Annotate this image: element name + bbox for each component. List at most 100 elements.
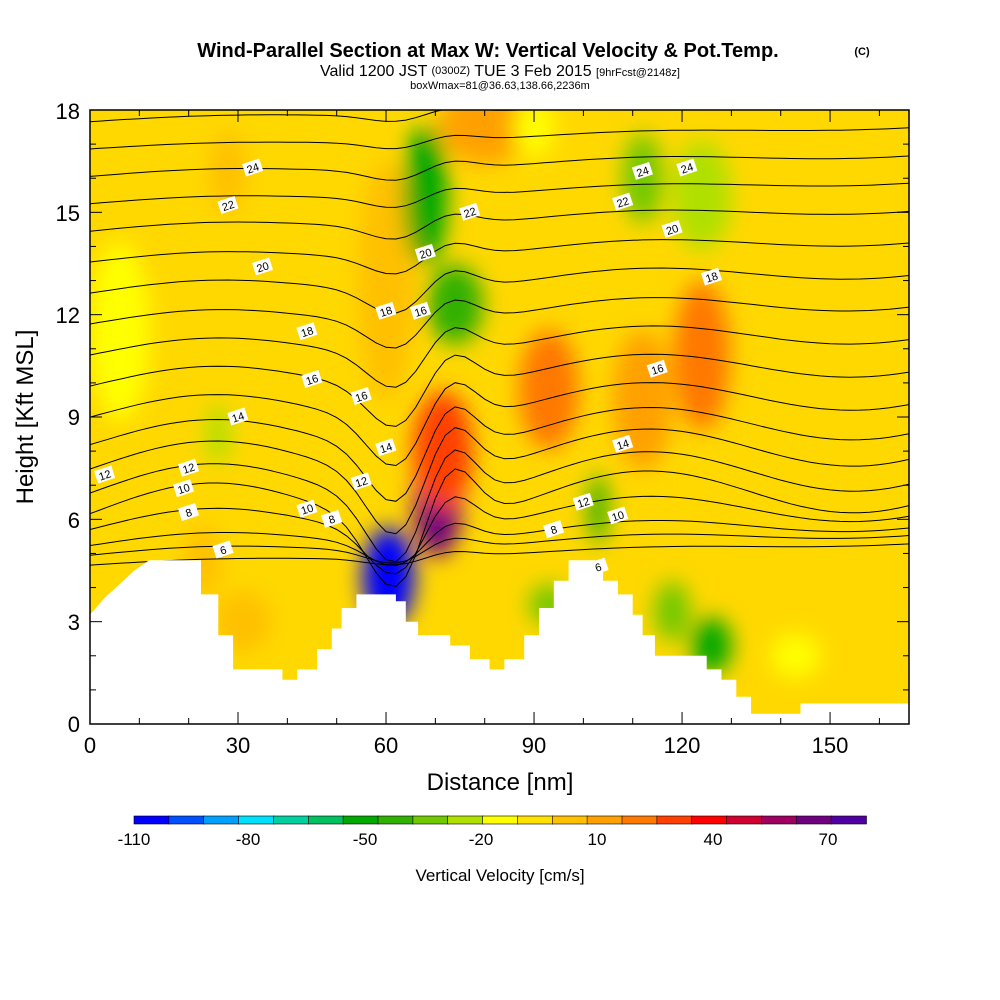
colorbar-swatch [273,815,310,825]
theta-contour [90,182,909,208]
theta-contour [90,155,909,181]
contour-label-box [251,257,274,276]
contour-label-box [700,267,723,286]
contour-label-box [631,161,654,180]
chart-title: Wind-Parallel Section at Max W: Vertical… [197,40,778,62]
contour-label-box [612,192,634,211]
colorbar-swatch [586,815,623,825]
contour-label-box [375,301,397,320]
contour-label-box [296,322,318,341]
contour-label-box [661,219,683,238]
contour-label-box [177,458,200,477]
contour-label-text: 20 [418,247,433,262]
contour-label-text: 16 [413,305,428,320]
y-tick-label: 15 [56,201,80,226]
contour-label-text: 18 [379,305,394,320]
colorbar-swatch [621,815,658,825]
contour-label: 8 [321,509,343,528]
contour-label-text: 14 [379,441,394,456]
velocity-blob [427,264,484,345]
axis-ticks [89,109,909,725]
contour-label: 16 [409,301,432,320]
colorbar-swatch [691,815,728,825]
x-tick-label: 60 [374,733,398,758]
contour-label-text: 8 [327,514,337,527]
contour-label-text: 22 [221,199,236,214]
theta-contour [90,495,909,575]
theta-contour [90,267,909,314]
contour-label: 10 [296,499,318,518]
contour-label: 12 [177,458,200,477]
contour-label-box [296,499,318,518]
x-axis: 0 30 60 90 120 150 [84,733,848,758]
contour-label: 16 [301,370,323,388]
velocity-blob [514,110,555,158]
theta-contour [90,297,909,349]
contour-label-box [177,503,200,521]
contour-label-text: 12 [354,475,369,490]
contour-label: 8 [177,503,200,521]
velocity-blob [588,474,609,545]
theta-contour [90,449,909,563]
x-axis-label: Distance [nm] [427,769,574,796]
colorbar [133,815,867,825]
theta-contour [90,209,909,240]
chart-subtitle: Valid 1200 JST (0300Z) TUE 3 Feb 2015 [9… [320,61,680,80]
contour-label-text: 16 [650,363,665,378]
contour-label: 20 [661,219,683,238]
colorbar-swatch [412,815,449,825]
colorbar-tick-label: -50 [353,830,378,849]
colorbar-swatch [517,815,554,825]
theta-contour [90,427,909,535]
velocity-blob [518,329,579,450]
contour-label-box [414,243,436,262]
contour-label-text: 16 [354,390,369,405]
plot-area: 24 22 20 18 16 14 12 10 8 24 22 20 18 16 14 12 10 8 6 24 22 2… [90,110,909,724]
contour-label-box [543,520,565,539]
contour-label-box [212,540,234,559]
terrain-mask [90,560,909,724]
contour-label-box [94,465,116,484]
subtitle-utc: (0300Z) [432,65,471,77]
contour-label: 12 [572,492,594,511]
contour-label: 18 [700,267,723,286]
colorbar-swatch [377,815,414,825]
contour-label: 12 [94,465,116,484]
contour-label-text: 12 [181,462,196,477]
colorbar-swatch [238,815,275,825]
contour-label: 12 [350,472,372,490]
theta-contour [90,325,909,388]
colorbar-swatch [168,815,205,825]
velocity-blob [654,581,691,642]
contour-label-box [612,434,634,453]
contour-label: 20 [251,257,274,276]
contour-label-box [172,479,195,498]
colorbar-swatch [830,815,867,825]
contour-label: 14 [612,434,634,453]
contour-label-box [227,407,249,426]
colorbar-tick-label: -20 [469,830,494,849]
y-tick-label: 3 [68,610,80,635]
contour-label: 14 [375,438,397,456]
theta-contour [90,239,909,275]
contour-label: 18 [296,322,318,341]
contour-label-box [607,506,629,525]
contour-label-box [217,196,239,214]
contour-label: 16 [350,387,372,405]
y-tick-label: 0 [68,712,80,737]
theta-contour [90,468,909,588]
velocity-blob [90,241,150,422]
contour-label: 20 [414,243,436,262]
colorbar-swatch [307,815,344,825]
y-axis: 0 3 6 9 12 15 18 [56,99,80,737]
velocity-blob [403,125,448,266]
contour-label-text: 20 [665,223,680,238]
contour-label: 16 [646,359,668,378]
colorbar-ticks: -110 -80 -50 -20 10 40 70 [118,830,838,849]
contour-label-text: 22 [615,195,630,210]
contour-label-text: 14 [231,410,246,425]
contour-label-box [459,202,481,221]
contour-label-text: 24 [635,165,650,180]
velocity-blob [412,391,473,512]
